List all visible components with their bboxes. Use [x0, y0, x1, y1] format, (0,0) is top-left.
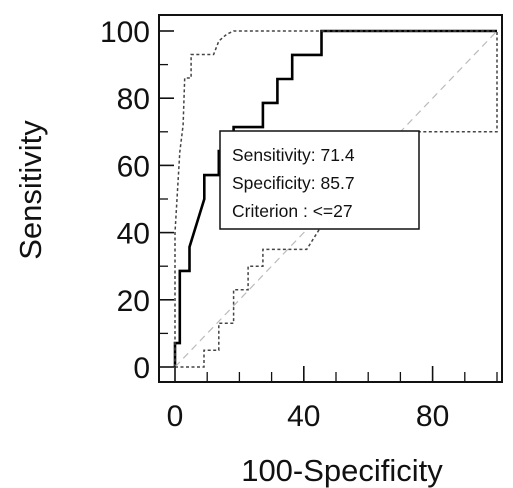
confidence-bound-1: [174, 30, 497, 367]
annotation-criterion: Criterion : <=27: [232, 201, 353, 221]
annotation-frame: [219, 130, 420, 230]
annotation-sensitivity: Sensitivity: 71.4: [232, 145, 355, 165]
x-tick-label: 40: [287, 400, 320, 433]
tick-labels: 0 40 80 0 20 40 60 80 100: [100, 16, 449, 433]
x-tick-label: 80: [416, 400, 449, 433]
x-tick-label: 0: [167, 400, 184, 433]
criterion-annotation-box: Sensitivity: 71.4 Specificity: 85.7 Crit…: [219, 130, 420, 230]
y-tick-label: 20: [117, 285, 150, 318]
minor-ticks: [159, 63, 498, 382]
major-ticks: [159, 30, 434, 382]
y-axis-title: Sensitivity: [13, 120, 48, 260]
y-tick-label: 60: [117, 150, 150, 183]
y-tick-label: 80: [117, 83, 150, 116]
plot-frame: [158, 14, 503, 383]
y-tick-label: 40: [117, 218, 150, 251]
y-tick-label: 100: [100, 16, 150, 49]
annotation-specificity: Specificity: 85.7: [232, 173, 355, 193]
y-tick-label: 0: [133, 352, 150, 385]
plot-border: [158, 14, 503, 383]
x-axis-title: 100-Specificity: [241, 453, 443, 488]
